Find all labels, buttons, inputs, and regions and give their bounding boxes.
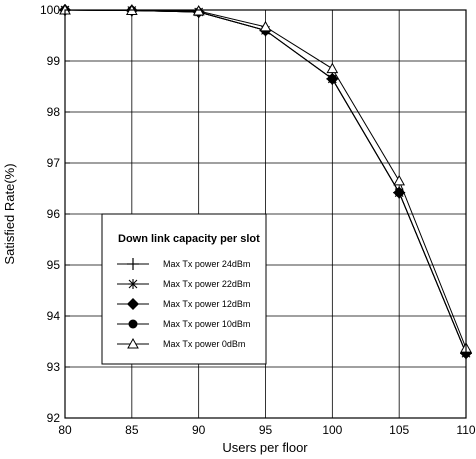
x-tick-label-95: 95	[259, 423, 273, 437]
legend-marker-2	[128, 279, 138, 289]
x-tick-label-80: 80	[58, 423, 72, 437]
y-tick-label-97: 97	[47, 156, 61, 170]
legend-label-2: Max Tx power 22dBm	[163, 279, 250, 289]
legend-marker-1	[127, 258, 139, 270]
y-tick-label-93: 93	[47, 360, 61, 374]
y-tick-label-92: 92	[47, 411, 61, 425]
x-tick-label-105: 105	[389, 423, 409, 437]
legend-marker-5	[127, 337, 139, 349]
y-tick-label-98: 98	[47, 105, 61, 119]
x-axis-label: Users per floor	[222, 440, 308, 455]
x-tick-label-100: 100	[322, 423, 342, 437]
legend-label-4: Max Tx power 10dBm	[163, 319, 250, 329]
legend-entry-3: Max Tx power 12dBm	[117, 298, 250, 310]
legend-entry-4: Max Tx power 10dBm	[117, 319, 250, 329]
legend: Down link capacity per slot Max Tx power…	[101, 213, 267, 365]
legend-entry-2: Max Tx power 22dBm	[117, 279, 250, 289]
axis-ticks: 80 85 90 95 100 105 110 92 93 94 95 96 97 98 99 100	[40, 3, 476, 437]
y-tick-label-99: 99	[47, 54, 61, 68]
y-axis-label: Satisfied Rate(%)	[2, 163, 17, 264]
legend-label-5: Max Tx power 0dBm	[163, 339, 245, 349]
series-4-point-100	[327, 74, 337, 84]
series-5-point-100	[326, 62, 339, 74]
series-4-point-105	[394, 188, 404, 198]
y-tick-label-95: 95	[47, 258, 61, 272]
legend-entry-5: Max Tx power 0dBm	[117, 337, 245, 349]
legend-entries: Max Tx power 24dBm Max Tx power 22dBm Max …	[117, 258, 250, 349]
legend-entry-1: Max Tx power 24dBm	[117, 258, 250, 270]
y-tick-label-96: 96	[47, 207, 61, 221]
legend-box	[101, 213, 267, 365]
y-tick-label-100: 100	[40, 3, 60, 17]
y-tick-label-94: 94	[47, 309, 61, 323]
legend-label-3: Max Tx power 12dBm	[163, 299, 250, 309]
legend-marker-4	[128, 319, 138, 329]
legend-label-1: Max Tx power 24dBm	[163, 259, 250, 269]
x-tick-label-90: 90	[192, 423, 206, 437]
legend-title: Down link capacity per slot	[118, 233, 260, 245]
series-5-point-95	[259, 20, 272, 32]
legend-marker-3	[127, 298, 139, 310]
series-5-point-105	[393, 174, 406, 186]
x-tick-label-85: 85	[125, 423, 139, 437]
x-tick-label-110: 110	[456, 423, 475, 437]
